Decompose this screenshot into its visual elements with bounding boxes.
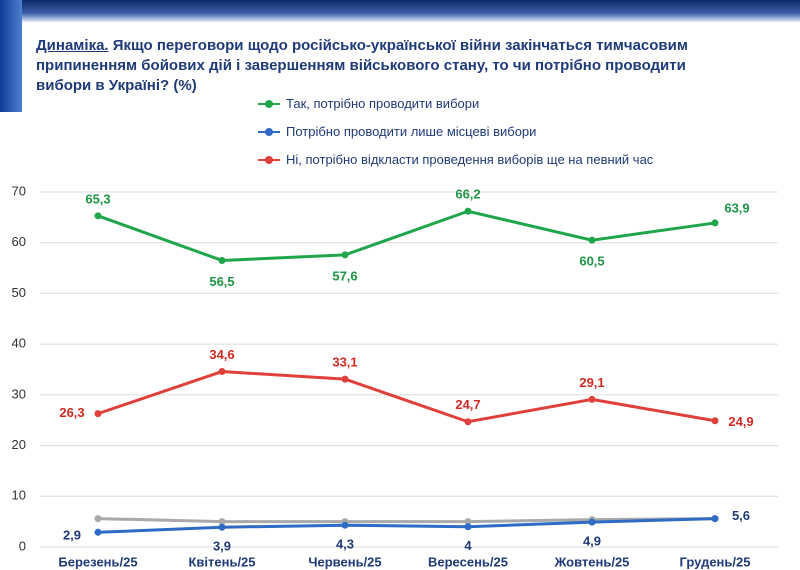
title-text: Якщо переговори щодо російсько-українськ… [36,37,688,94]
top-bar [0,0,800,22]
y-tick-label: 20 [12,437,26,452]
y-tick-label: 30 [12,386,26,401]
x-tick-label: Червень/25 [308,554,381,569]
data-point [464,418,472,426]
data-point [94,212,102,220]
data-point [218,518,226,526]
legend-item: Ні, потрібно відкласти проведення виборі… [258,152,686,168]
data-label: 29,1 [579,375,604,390]
data-label: 4 [464,538,472,553]
data-point [218,256,226,264]
y-tick-label: 70 [12,183,26,198]
data-point [94,515,102,523]
data-label: 4,9 [583,534,601,549]
data-label: 5,6 [732,508,750,523]
data-point [711,515,719,523]
data-label: 57,6 [332,268,357,283]
series-line [97,370,716,424]
x-tick-label: Жовтень/25 [554,554,630,569]
y-tick-label: 50 [12,285,26,300]
data-label: 2,9 [63,528,81,543]
side-bar [0,0,22,112]
data-point [341,521,349,529]
data-point [588,395,596,403]
data-point [341,251,349,259]
data-label: 63,9 [724,200,749,215]
data-label: 65,3 [85,191,110,206]
legend-item: Так, потрібно проводити вибори [258,96,686,112]
x-tick-label: Березень/25 [58,554,137,569]
x-tick-label: Квітень/25 [188,554,255,569]
data-point [218,523,226,531]
series-line [97,209,716,262]
data-point [464,518,472,526]
data-point [711,417,719,425]
series-line [97,517,716,534]
data-point [94,410,102,418]
data-label: 56,5 [209,274,234,289]
legend-label: Потрібно проводити лише місцеві вибори [286,124,537,139]
data-point [711,219,719,227]
y-tick-label: 10 [12,488,26,503]
legend-label: Так, потрібно проводити вибори [286,96,480,111]
data-label: 3,9 [213,539,231,554]
series-line [97,517,716,524]
data-point [94,528,102,536]
legend-item: Потрібно проводити лише місцеві вибори [258,124,686,140]
data-label: 66,2 [455,187,480,202]
data-label: 26,3 [59,405,84,420]
data-point [464,523,472,531]
title-prefix: Динаміка. [36,37,109,54]
x-tick-label: Вересень/25 [428,554,508,569]
x-tick-label: Грудень/25 [680,554,751,569]
data-label: 4,3 [336,537,354,552]
legend-label: Ні, потрібно відкласти проведення виборі… [286,152,654,167]
data-label: 33,1 [332,355,357,370]
data-label: 24,9 [728,414,753,429]
chart-title: Динаміка. Якщо переговори щодо російсько… [36,36,736,96]
data-point [588,236,596,244]
y-tick-label: 0 [19,538,26,553]
legend-marker [258,96,280,110]
data-label: 34,6 [209,347,234,362]
data-point [218,368,226,376]
data-label: 60,5 [579,254,604,269]
y-tick-label: 40 [12,336,26,351]
data-label: 24,7 [455,397,480,412]
data-point [588,518,596,526]
y-tick-label: 60 [12,234,26,249]
data-point [464,207,472,215]
legend-marker [258,152,280,166]
data-point [341,375,349,383]
legend-marker [258,124,280,138]
